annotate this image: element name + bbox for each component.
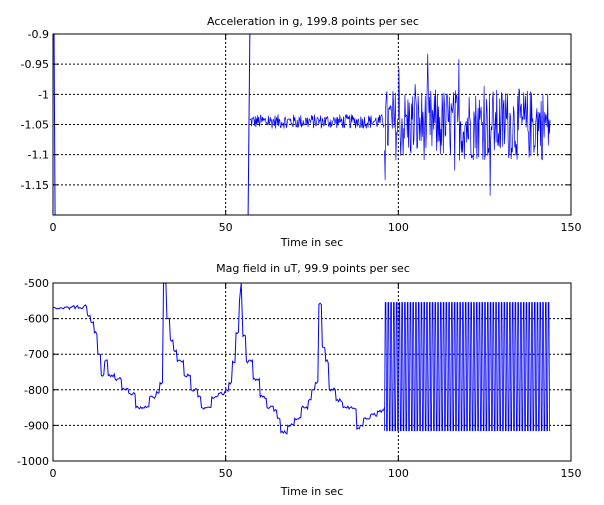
x-tick-label: 0 — [50, 467, 57, 480]
x-tick-label: 100 — [388, 221, 409, 234]
y-tick-label: -1000 — [17, 455, 49, 468]
mag-field-chart: Mag field in uT, 99.9 points per sec 0 50… — [17, 262, 581, 498]
series-oscillation — [384, 302, 551, 432]
series-mag-field — [52, 282, 551, 435]
series-line-segment — [384, 53, 551, 196]
y-tick-label: -1.05 — [21, 119, 49, 132]
x-axis-label: Time in sec — [280, 236, 344, 249]
series-line-segment — [249, 113, 385, 129]
x-tick-label: 0 — [50, 221, 57, 234]
y-tick-label: -800 — [24, 384, 49, 397]
x-tick-label: 100 — [388, 467, 409, 480]
axes-box — [52, 282, 572, 462]
y-tick-label: -0.9 — [28, 28, 49, 41]
series-line — [52, 282, 385, 435]
chart-title: Mag field in uT, 99.9 points per sec — [216, 262, 410, 275]
x-tick-label: 50 — [219, 467, 233, 480]
y-tick-label: -1.15 — [21, 179, 49, 192]
x-tick-label: 50 — [219, 221, 233, 234]
series-line-segment — [247, 33, 251, 216]
y-tick-label: -0.95 — [21, 58, 49, 71]
y-tick-label: -900 — [24, 419, 49, 432]
y-tick-label: -1.1 — [28, 149, 49, 162]
y-tick-label: -500 — [24, 277, 49, 290]
x-tick-label: 150 — [561, 467, 582, 480]
ticks: 0 50 100 150 -500 -600 -700 -800 -900 -1000 — [17, 277, 581, 480]
x-tick-label: 150 — [561, 221, 582, 234]
y-tick-label: -1 — [38, 88, 49, 101]
ticks: 0 50 100 150 -0.9 -0.95 -1 -1.05 -1.1 -1.15 — [21, 28, 582, 234]
y-tick-label: -600 — [24, 313, 49, 326]
acceleration-chart: Acceleration in g, 199.8 points per sec … — [21, 15, 582, 249]
chart-title: Acceleration in g, 199.8 points per sec — [207, 15, 419, 28]
y-tick-label: -700 — [24, 348, 49, 361]
x-axis-label: Time in sec — [280, 485, 344, 498]
